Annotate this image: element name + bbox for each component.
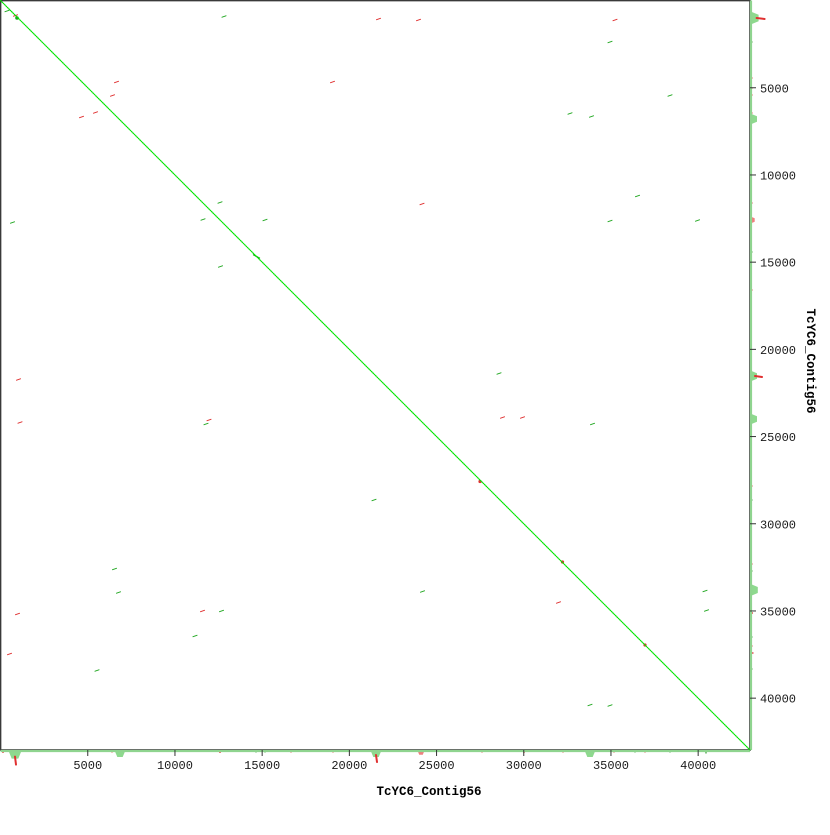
- svg-text:40000: 40000: [680, 759, 716, 773]
- svg-text:10000: 10000: [157, 759, 193, 773]
- svg-text:TcYC6_Contig56: TcYC6_Contig56: [803, 308, 817, 413]
- svg-text:20000: 20000: [760, 344, 796, 358]
- svg-text:35000: 35000: [593, 759, 629, 773]
- svg-text:30000: 30000: [760, 518, 796, 532]
- svg-text:TcYC6_Contig56: TcYC6_Contig56: [376, 785, 481, 799]
- svg-text:10000: 10000: [760, 169, 796, 183]
- svg-text:5000: 5000: [760, 82, 789, 96]
- svg-text:25000: 25000: [419, 759, 455, 773]
- svg-text:35000: 35000: [760, 605, 796, 619]
- svg-text:25000: 25000: [760, 431, 796, 445]
- svg-text:15000: 15000: [760, 257, 796, 271]
- svg-text:5000: 5000: [73, 759, 102, 773]
- svg-text:40000: 40000: [760, 693, 796, 707]
- svg-text:20000: 20000: [331, 759, 367, 773]
- svg-text:30000: 30000: [506, 759, 542, 773]
- svg-text:15000: 15000: [244, 759, 280, 773]
